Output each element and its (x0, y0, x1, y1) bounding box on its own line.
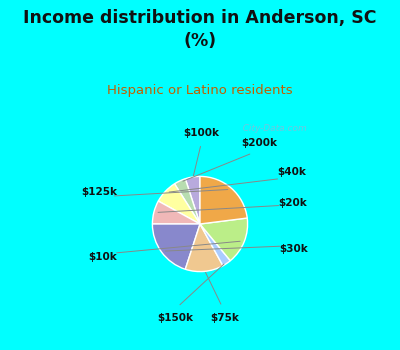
Text: $150k: $150k (157, 313, 193, 323)
Wedge shape (174, 179, 200, 224)
Text: $100k: $100k (183, 128, 219, 138)
Wedge shape (200, 176, 247, 224)
Wedge shape (200, 224, 230, 266)
Text: $75k: $75k (211, 313, 240, 323)
Wedge shape (185, 176, 200, 224)
Wedge shape (158, 184, 200, 224)
Text: $40k: $40k (277, 167, 306, 177)
Wedge shape (200, 218, 248, 261)
Text: $20k: $20k (278, 198, 307, 208)
Text: $200k: $200k (242, 138, 278, 148)
Text: Income distribution in Anderson, SC
(%): Income distribution in Anderson, SC (%) (23, 9, 377, 49)
Wedge shape (185, 224, 223, 272)
Text: $30k: $30k (280, 244, 308, 254)
Text: Hispanic or Latino residents: Hispanic or Latino residents (107, 84, 293, 97)
Text: $125k: $125k (82, 187, 118, 197)
Wedge shape (152, 224, 200, 269)
Wedge shape (152, 201, 200, 224)
Text: City-Data.com: City-Data.com (236, 124, 306, 133)
Text: $10k: $10k (88, 252, 116, 262)
